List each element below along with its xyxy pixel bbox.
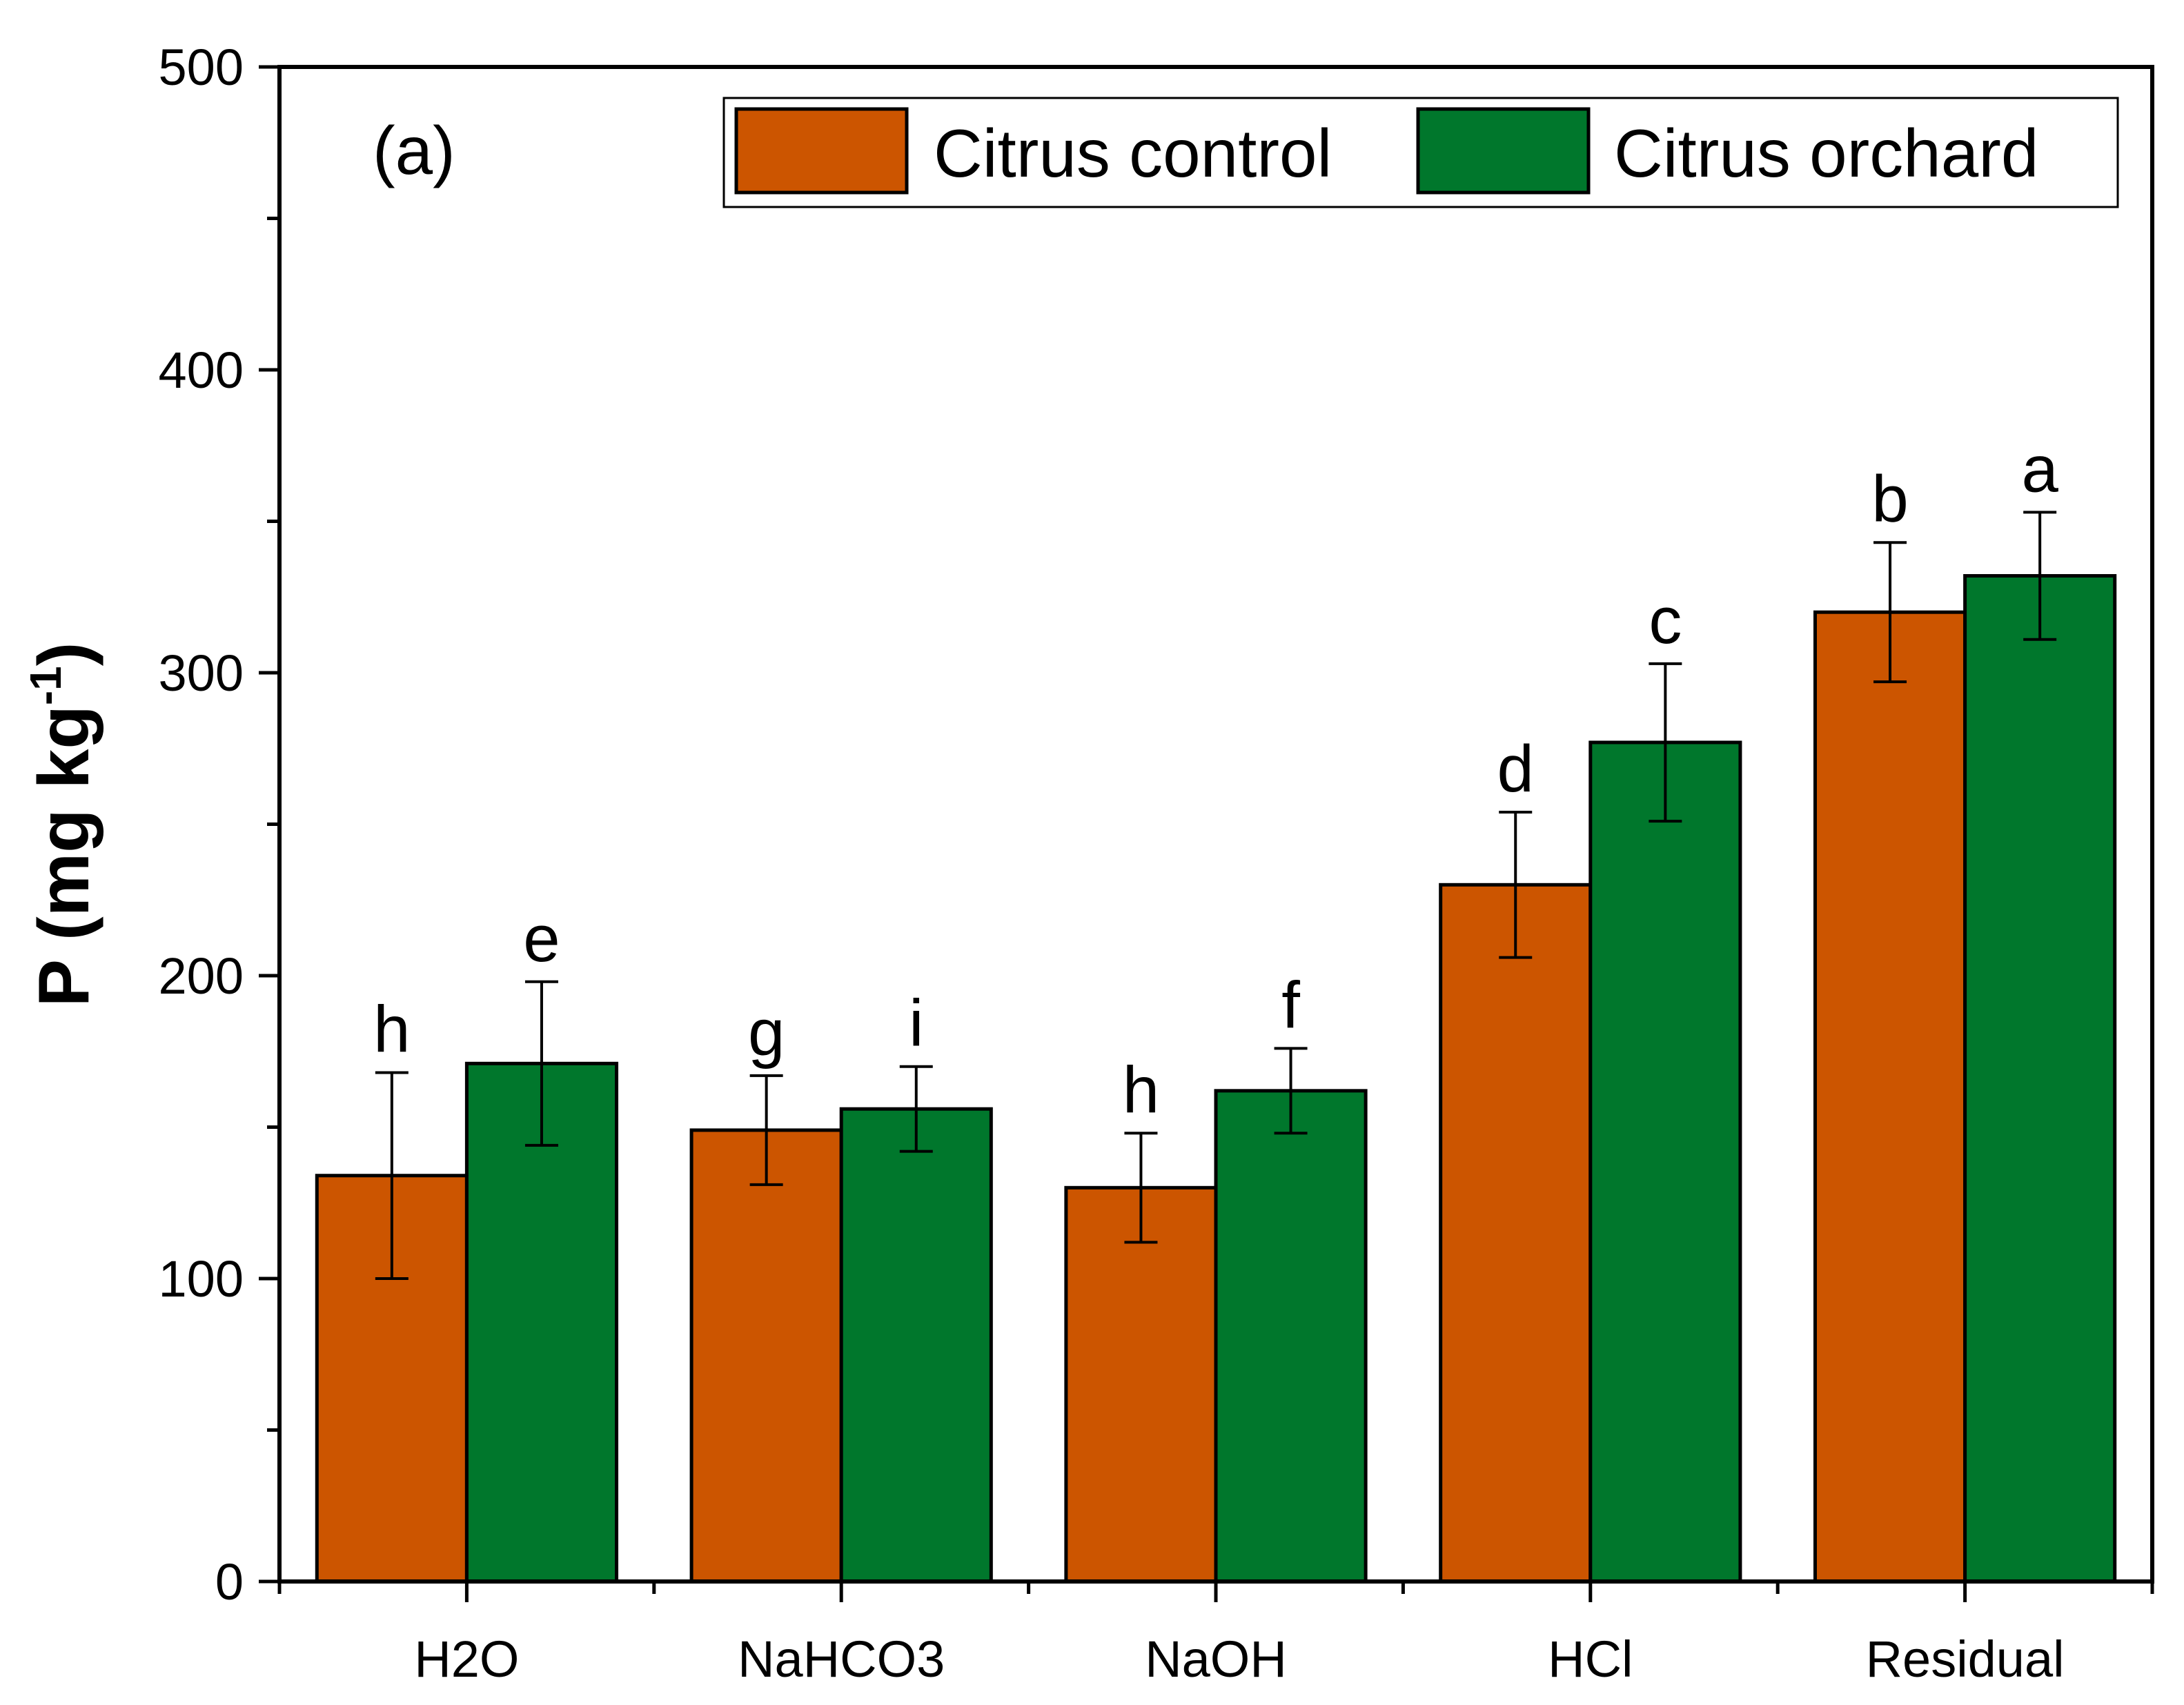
y-axis-label: P (mg kg-1) — [21, 642, 104, 1007]
y-axis-label-main: P (mg kg — [24, 705, 104, 1007]
significance-letter: h — [373, 992, 410, 1066]
bar-control-naoh — [1064, 1185, 1218, 1584]
y-tick-label: 300 — [159, 644, 244, 702]
significance-letter: d — [1497, 732, 1534, 806]
x-tick-label: NaHCO3 — [738, 1630, 945, 1688]
legend: Citrus control Citrus orchard — [722, 97, 2119, 208]
bar-control-hcl — [1439, 883, 1593, 1584]
x-tick-label: NaOH — [1145, 1630, 1287, 1688]
y-tick-label: 200 — [159, 947, 244, 1005]
bar-control-residual — [1813, 610, 1967, 1584]
bar-orchard-residual — [1963, 574, 2117, 1584]
legend-swatch-orchard — [1416, 107, 1591, 195]
significance-letter: c — [1649, 584, 1682, 658]
y-tick-label: 500 — [159, 39, 244, 96]
bar-control-nahco3 — [689, 1128, 843, 1584]
labels-layer: h g h d b e i f c a — [373, 432, 2058, 1127]
x-tick-label: Residual — [1866, 1630, 2065, 1688]
significance-letter: e — [523, 902, 560, 976]
significance-letter: a — [2021, 432, 2058, 506]
legend-label-control: Citrus control — [934, 115, 1332, 191]
significance-letter: b — [1871, 462, 1908, 536]
legend-swatch-control — [734, 107, 909, 195]
bar-orchard-nahco3 — [839, 1107, 993, 1584]
bar-orchard-naoh — [1214, 1089, 1368, 1584]
significance-letter: i — [909, 987, 923, 1061]
y-tick-label: 0 — [215, 1553, 244, 1610]
x-tick-label: H2O — [414, 1630, 519, 1688]
panel-label: (a) — [373, 112, 455, 188]
significance-letter: h — [1123, 1053, 1159, 1127]
significance-letter: f — [1281, 968, 1300, 1042]
bar-orchard-hcl — [1588, 740, 1742, 1584]
y-axis-label-superscript: -1 — [21, 666, 70, 705]
x-tick-label: HCl — [1548, 1630, 1633, 1688]
legend-label-orchard: Citrus orchard — [1614, 115, 2038, 191]
bars-layer — [315, 574, 2117, 1584]
y-tick-label: 100 — [159, 1250, 244, 1308]
y-axis-label-end: ) — [24, 642, 104, 667]
y-tick-label: 400 — [159, 342, 244, 399]
error-bars-layer — [375, 511, 2057, 1280]
significance-letter: g — [748, 996, 785, 1070]
axes-layer: H2O NaHCO3 NaOH HCl Residual 0 100 200 300 400 500 — [159, 39, 2154, 1688]
